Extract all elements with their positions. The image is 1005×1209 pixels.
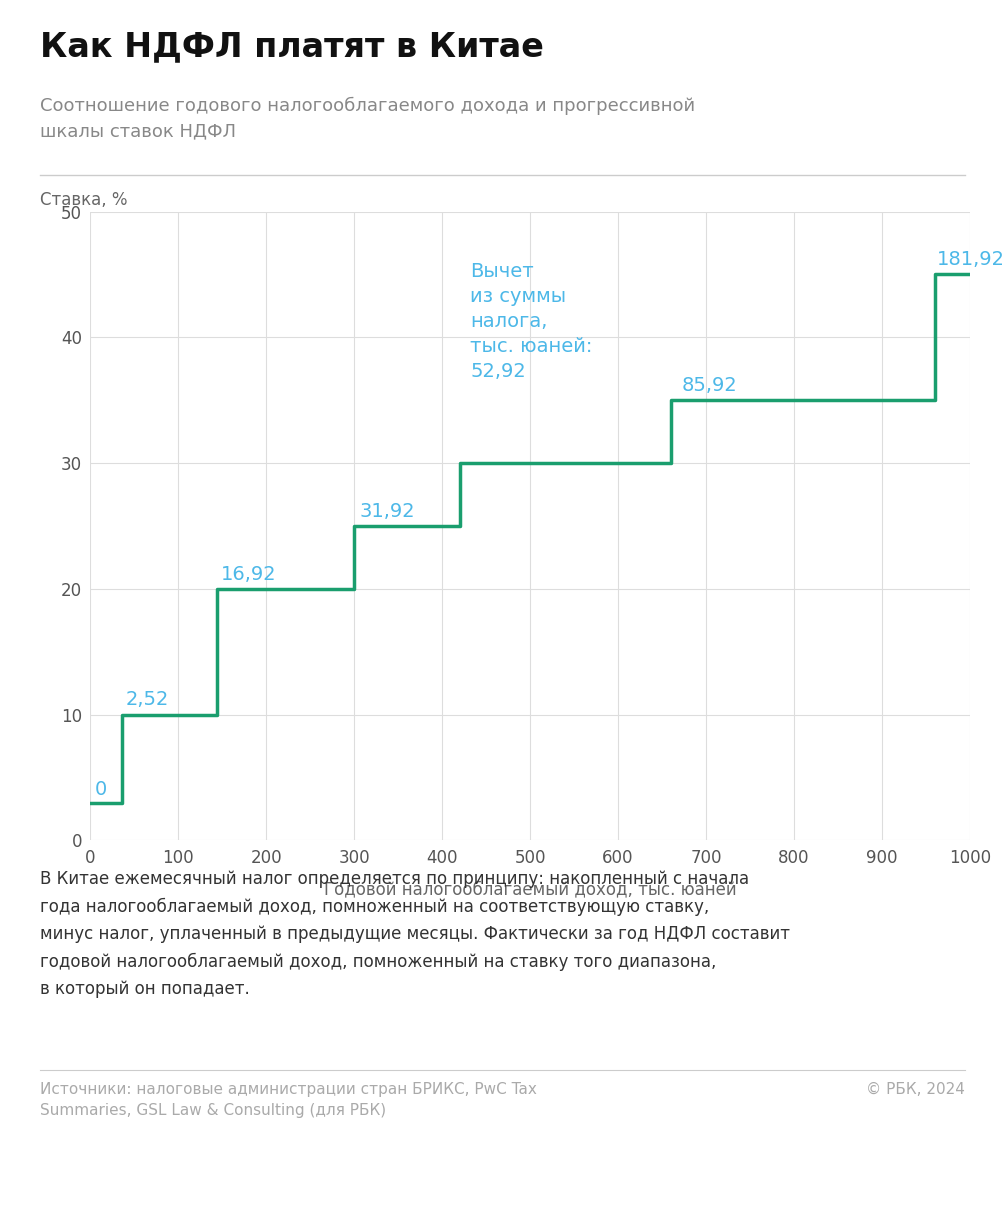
Text: Ставка, %: Ставка, % [40, 191, 128, 209]
Text: 2,52: 2,52 [126, 690, 169, 710]
X-axis label: Годовой налогооблагаемый доход, тыс. юаней: Годовой налогооблагаемый доход, тыс. юан… [324, 880, 737, 898]
Text: Вычет
из суммы
налога,
тыс. юаней:
52,92: Вычет из суммы налога, тыс. юаней: 52,92 [470, 262, 593, 381]
Text: Источники: налоговые администрации стран БРИКС, PwC Tax
Summaries, GSL Law & Con: Источники: налоговые администрации стран… [40, 1082, 537, 1118]
Text: 31,92: 31,92 [360, 502, 415, 521]
Text: Как НДФЛ платят в Китае: Как НДФЛ платят в Китае [40, 30, 544, 63]
Text: В Китае ежемесячный налог определяется по принципу: накопленный с начала
года на: В Китае ежемесячный налог определяется п… [40, 870, 790, 997]
Text: 0: 0 [94, 780, 108, 799]
Text: Соотношение годового налогооблагаемого дохода и прогрессивной
шкалы ставок НДФЛ: Соотношение годового налогооблагаемого д… [40, 97, 695, 140]
Text: © РБК, 2024: © РБК, 2024 [866, 1082, 965, 1097]
Text: 181,92: 181,92 [938, 250, 1005, 270]
Text: 85,92: 85,92 [681, 376, 737, 395]
Text: 16,92: 16,92 [221, 565, 276, 584]
